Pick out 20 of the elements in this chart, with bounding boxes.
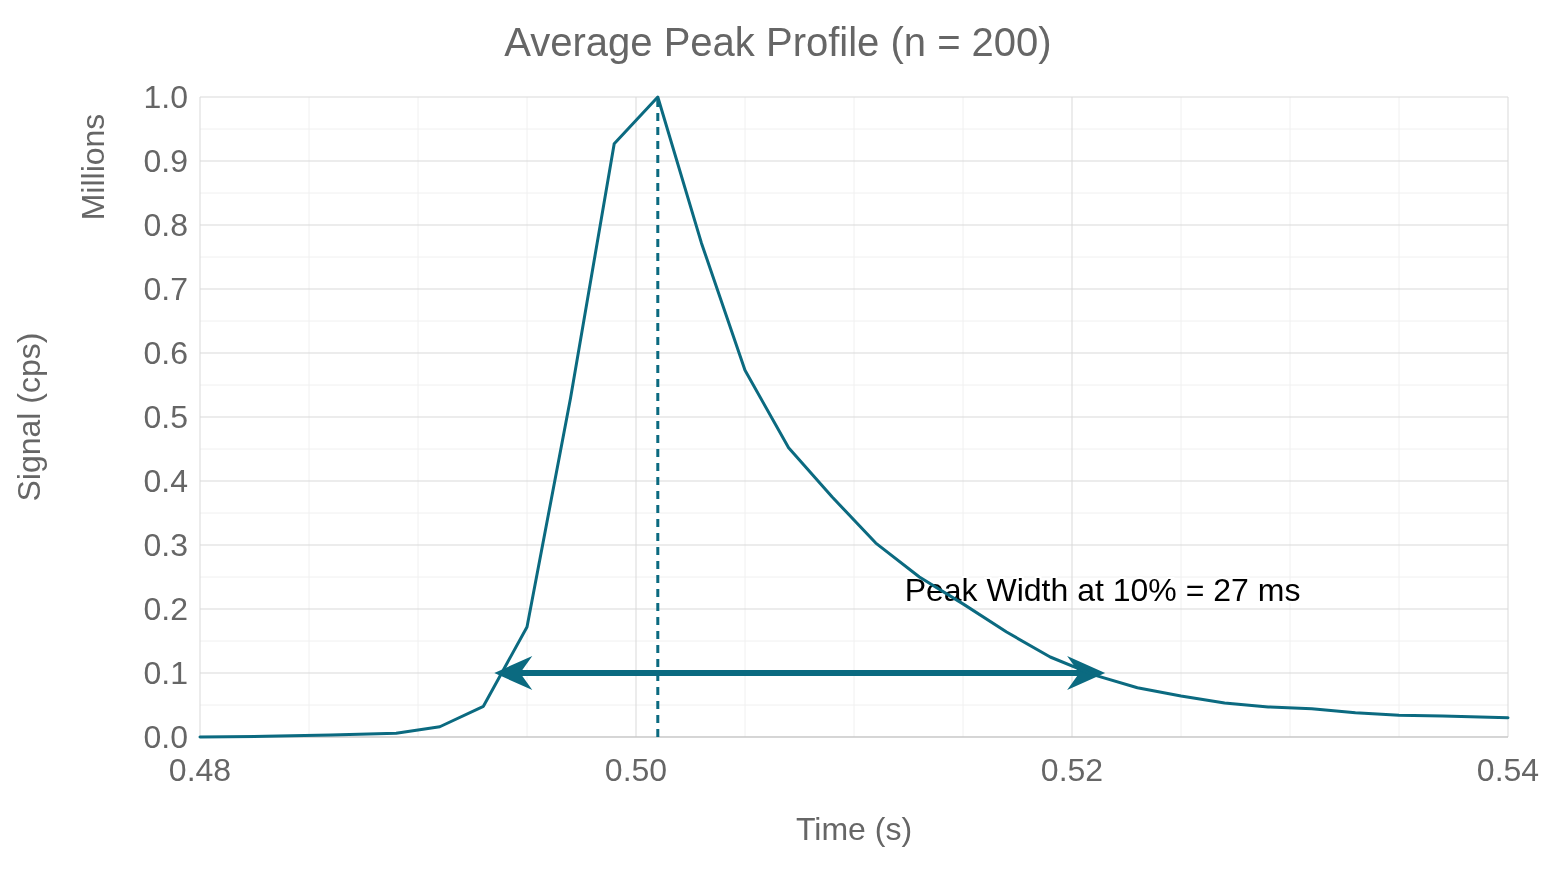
y-tick-label: 0.2 xyxy=(143,591,188,627)
chart-title: Average Peak Profile (n = 200) xyxy=(504,20,1052,64)
y-axis-title: Signal (cps) xyxy=(11,332,47,502)
y-tick-label: 0.4 xyxy=(143,463,188,499)
y-tick-label: 0.6 xyxy=(143,335,188,371)
y-tick-label: 0.7 xyxy=(143,271,188,307)
y-tick-label: 0.1 xyxy=(143,655,188,691)
y-tick-label: 0.9 xyxy=(143,143,188,179)
x-tick-label: 0.48 xyxy=(168,752,232,788)
x-tick-label: 0.50 xyxy=(604,752,668,788)
x-tick-label: 0.52 xyxy=(1040,752,1104,788)
line-series xyxy=(198,95,1510,739)
y-tick-label: 0.5 xyxy=(143,399,188,435)
x-tick-label: 0.54 xyxy=(1476,752,1540,788)
y-tick-label: 0.8 xyxy=(143,207,188,243)
text: Millions xyxy=(75,113,111,221)
x-axis-title: Time (s) xyxy=(795,811,913,847)
y-tick-label: 0.3 xyxy=(143,527,188,563)
y-tick-label: 0.0 xyxy=(143,719,188,755)
y-tick-label: 1.0 xyxy=(143,79,188,115)
